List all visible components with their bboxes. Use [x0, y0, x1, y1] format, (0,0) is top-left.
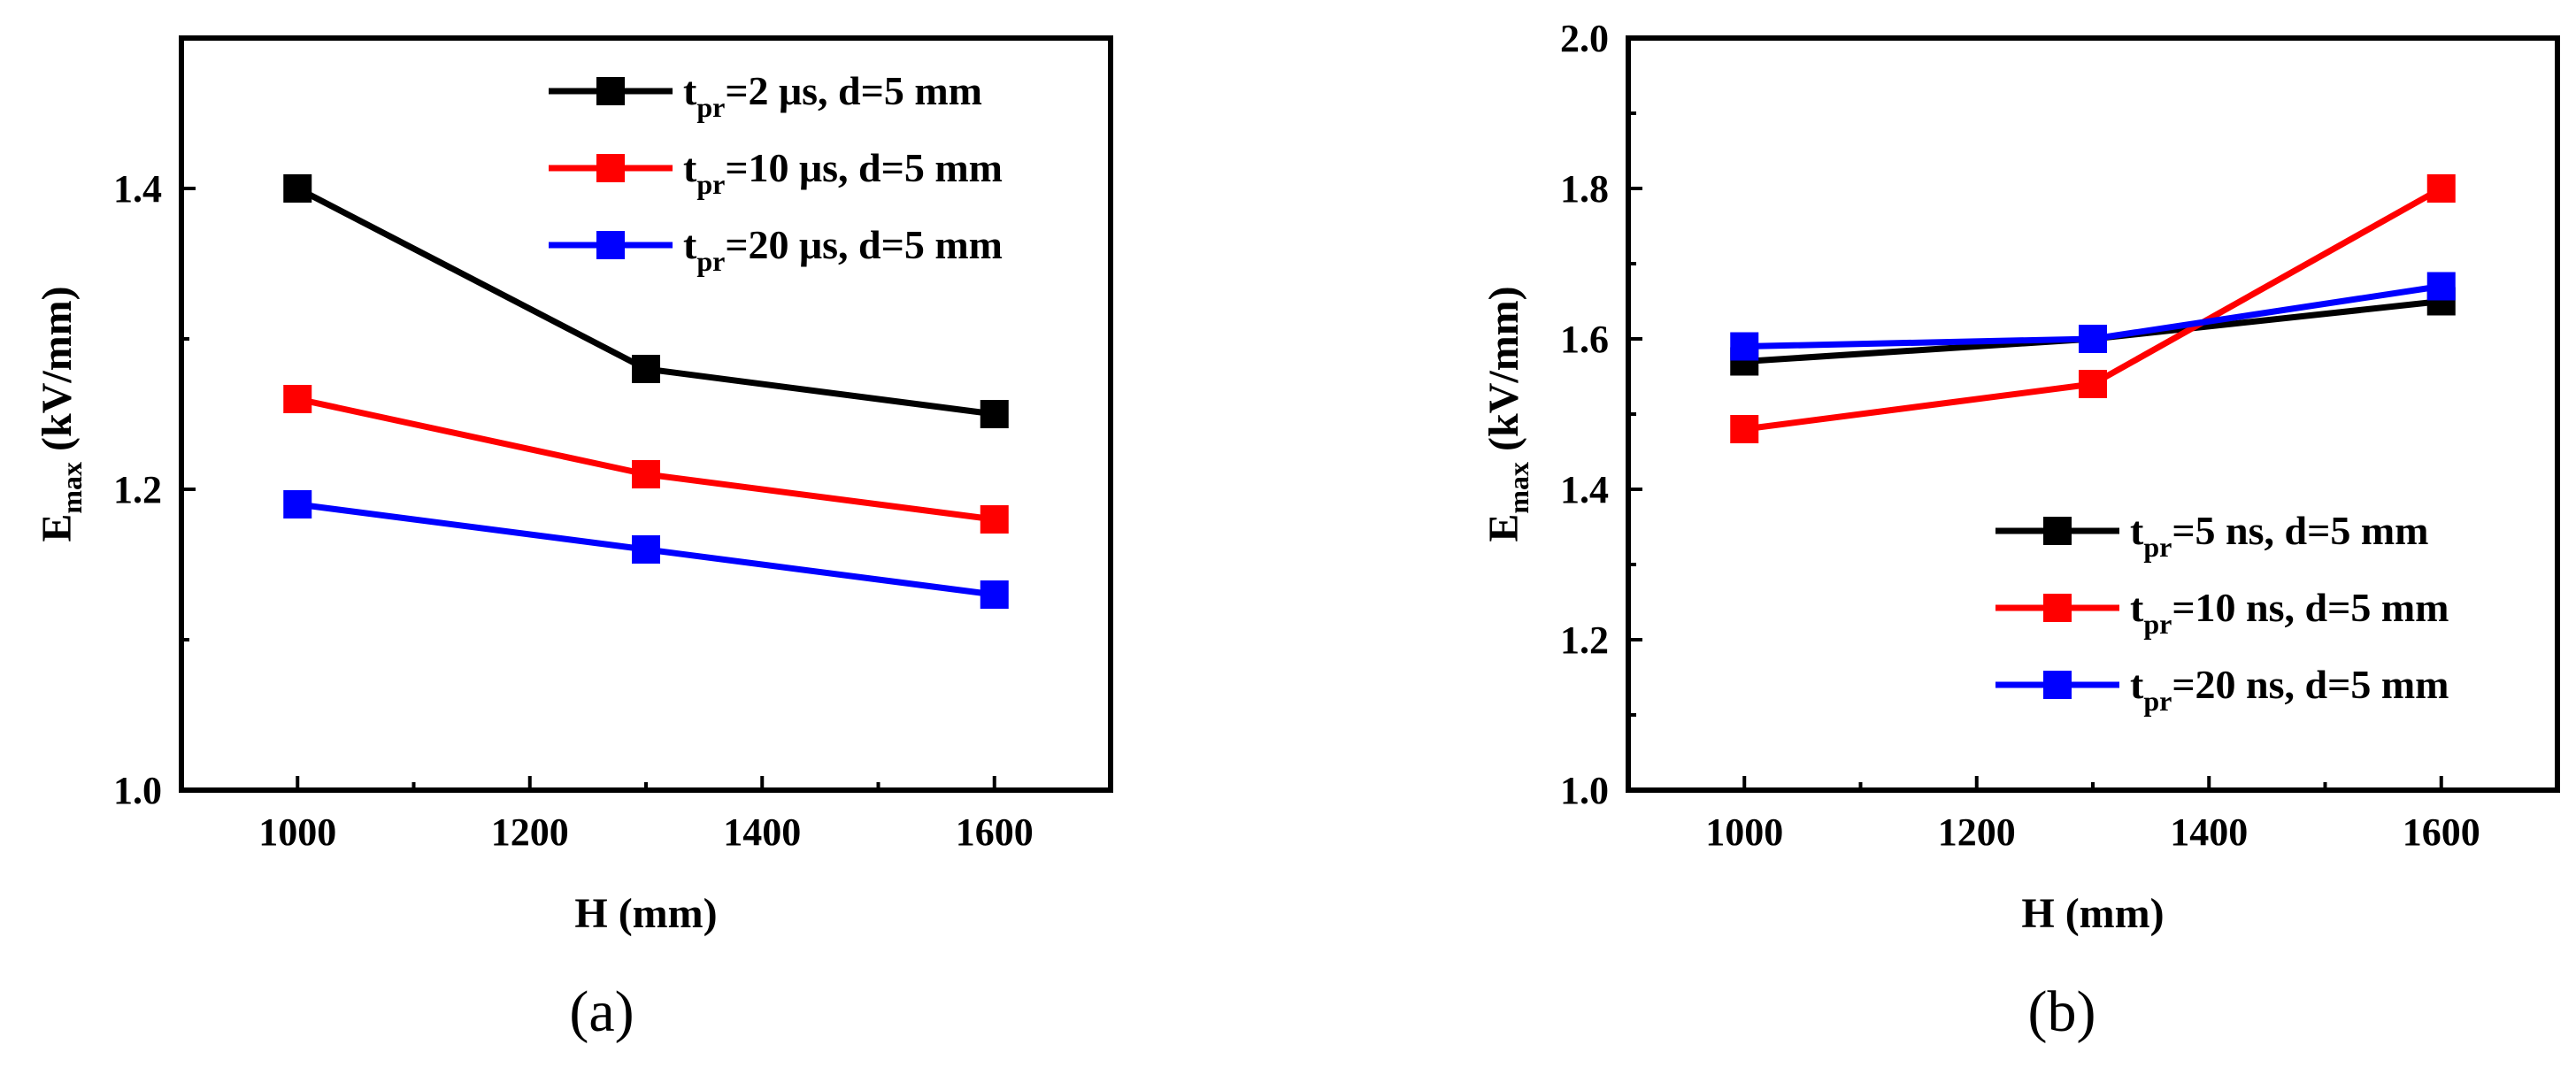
legend-label-main: t — [683, 222, 697, 267]
y-tick-label: 1.0 — [113, 769, 162, 812]
x-tick-label: 1600 — [956, 810, 1034, 854]
y-tick-label: 1.4 — [113, 167, 162, 211]
legend-entry-label: tpr=2 μs, d=5 mm — [683, 68, 982, 123]
y-axis-title: Emax (kV/mm) — [1480, 286, 1534, 542]
data-point-marker — [1730, 332, 1759, 361]
data-point-marker — [632, 460, 660, 488]
legend-label-rest: =5 ns, d=5 mm — [2172, 508, 2428, 553]
series-1 — [283, 174, 1009, 428]
x-tick-label: 1000 — [258, 810, 336, 854]
data-point-marker — [980, 505, 1009, 534]
legend-label-rest: =20 μs, d=5 mm — [725, 222, 1003, 267]
y-axis-title: Emax (kV/mm) — [34, 286, 88, 542]
y-axis-title-sub: max — [56, 462, 88, 514]
y-tick-label: 2.0 — [1560, 17, 1609, 60]
legend-marker — [2043, 671, 2072, 699]
series-line-segment — [294, 185, 650, 373]
panel-a: 1000 1200 1400 1600 1.0 1.2 1.4 H (mm) Emax (kV/… — [34, 35, 1113, 1044]
data-point-marker — [980, 580, 1009, 609]
series-line-segment — [642, 365, 998, 418]
x-tick-label: 1200 — [1938, 810, 2016, 854]
x-tick-label: 1600 — [2403, 810, 2480, 854]
legend-label-main: t — [2130, 585, 2144, 630]
y-axis-title-unit: (kV/mm) — [34, 286, 81, 462]
y-tick-label: 1.8 — [1560, 167, 1609, 211]
x-tick-label: 1400 — [723, 810, 801, 854]
legend-entry-label: tpr=10 ns, d=5 mm — [2130, 585, 2449, 640]
data-point-marker — [980, 400, 1009, 428]
series-line-segment — [2089, 185, 2445, 388]
y-tick-label: 1.0 — [1560, 769, 1609, 812]
legend-label-main: t — [2130, 662, 2144, 707]
series-2 — [1730, 174, 2456, 443]
data-point-marker — [283, 490, 312, 518]
legend-marker — [2043, 517, 2072, 545]
legend-label-rest: =10 ns, d=5 mm — [2172, 585, 2449, 630]
legend-label-rest: =2 μs, d=5 mm — [725, 68, 982, 113]
x-axis-title: H (mm) — [2021, 890, 2164, 937]
y-axis-title-main: E — [34, 514, 81, 542]
panel-b: 1000 1200 1400 1600 1.0 1.2 1.4 1.6 1.8 2.0 H (mm)… — [1480, 17, 2560, 1044]
y-axis-title-main: E — [1480, 514, 1527, 542]
x-tick-label: 1000 — [1705, 810, 1783, 854]
y-tick-label: 1.2 — [113, 468, 162, 511]
legend-marker — [596, 77, 625, 105]
series-line-segment — [1741, 335, 2096, 349]
series-2 — [283, 385, 1009, 534]
legend-label-sub: pr — [2143, 608, 2172, 640]
data-point-marker — [632, 535, 660, 564]
legend-marker — [2043, 594, 2072, 622]
legend-entry-label: tpr=20 μs, d=5 mm — [683, 222, 1003, 277]
x-axis-title: H (mm) — [574, 890, 717, 937]
legend-entry-label: tpr=20 ns, d=5 mm — [2130, 662, 2449, 717]
data-point-marker — [2426, 272, 2456, 301]
series-3 — [1730, 272, 2456, 361]
x-tick-label: 1200 — [491, 810, 569, 854]
data-point-marker — [1730, 415, 1759, 443]
data-point-marker — [2079, 370, 2107, 398]
legend-entry-label: tpr=10 μs, d=5 mm — [683, 145, 1003, 200]
legend-label-sub: pr — [2143, 685, 2172, 717]
legend-label-main: t — [683, 145, 697, 190]
legend-label-main: t — [2130, 508, 2144, 553]
panel-label: (b) — [2028, 979, 2096, 1044]
legend-label-sub: pr — [696, 168, 725, 200]
legend-label-sub: pr — [696, 91, 725, 123]
data-point-marker — [283, 385, 312, 413]
legend-label-main: t — [683, 68, 697, 113]
legend-entry-label: tpr=5 ns, d=5 mm — [2130, 508, 2428, 563]
legend-marker — [596, 231, 625, 259]
data-point-marker — [2426, 174, 2456, 203]
legend-label-rest: =10 μs, d=5 mm — [725, 145, 1003, 190]
x-tick-label: 1400 — [2170, 810, 2248, 854]
legend-label-sub: pr — [696, 245, 725, 277]
series-line-segment — [294, 501, 650, 553]
legend-marker — [596, 154, 625, 182]
y-tick-label: 1.6 — [1560, 318, 1609, 361]
data-point-marker — [2079, 325, 2107, 353]
series-line-segment — [642, 546, 998, 598]
legend-label-sub: pr — [2143, 531, 2172, 563]
series-line-segment — [642, 471, 998, 523]
series-line-segment — [1741, 380, 2096, 433]
data-point-marker — [632, 355, 660, 383]
y-axis-title-sub: max — [1503, 462, 1534, 514]
panel-label: (a) — [569, 979, 634, 1044]
data-point-marker — [283, 174, 312, 203]
legend-label-rest: =20 ns, d=5 mm — [2172, 662, 2449, 707]
series-line-segment — [2089, 283, 2445, 342]
series-3 — [283, 490, 1009, 609]
y-tick-label: 1.2 — [1560, 618, 1609, 662]
y-axis-title-unit: (kV/mm) — [1480, 286, 1527, 462]
series-line-segment — [294, 396, 650, 478]
y-tick-label: 1.4 — [1560, 468, 1609, 511]
